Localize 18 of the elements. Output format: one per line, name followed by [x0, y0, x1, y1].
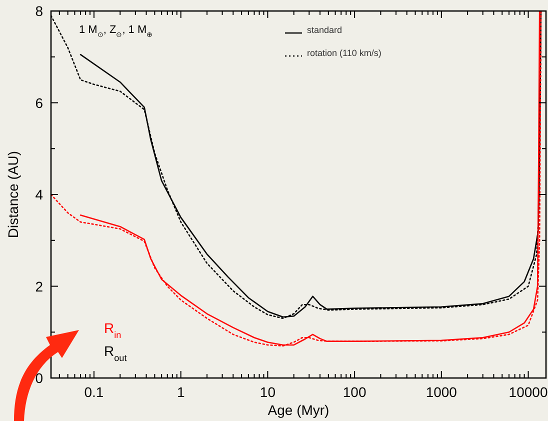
x-tick-label: 1 [176, 384, 185, 400]
y-tick-label: 8 [35, 3, 44, 19]
annotation: 1 M$_{⊙}$, Z$_{⊙}$, 1 M$_{⊕}$ [79, 24, 153, 39]
x-tick-label: 100 [342, 384, 366, 400]
legend-label: standard [307, 25, 342, 35]
annotation: R$_{in}$ [104, 320, 122, 340]
annotation: R$_{out}$ [104, 343, 128, 363]
y-tick-label: 4 [35, 186, 44, 202]
x-tick-label: 0.1 [84, 384, 104, 400]
x-tick-label: 10 [260, 384, 276, 400]
y-tick-label: 2 [35, 278, 44, 294]
x-tick-label: 10000 [508, 384, 548, 400]
y-tick-label: 0 [35, 370, 44, 386]
y-tick-label: 6 [35, 94, 44, 111]
y-axis-title: Distance (AU) [5, 150, 21, 238]
legend-label: rotation (110 km/s) [307, 48, 382, 58]
x-axis-title: Age (Myr) [268, 402, 330, 418]
x-tick-label: 1000 [426, 384, 458, 400]
